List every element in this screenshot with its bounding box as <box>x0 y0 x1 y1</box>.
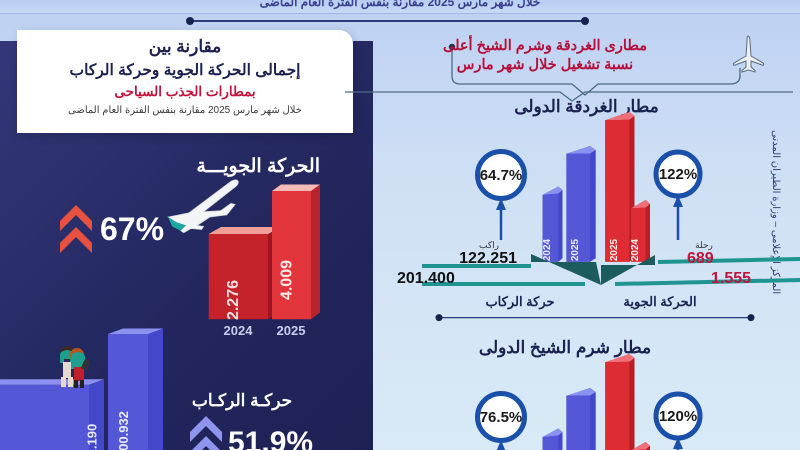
svg-text:689: 689 <box>687 250 714 267</box>
svg-text:2025: 2025 <box>277 323 306 338</box>
svg-text:122.251: 122.251 <box>459 250 517 267</box>
svg-text:2024: 2024 <box>630 238 641 261</box>
svg-text:الحركة الجوية: الحركة الجوية <box>623 294 696 310</box>
svg-text:67%: 67% <box>100 211 164 247</box>
svg-text:1.900.932: 1.900.932 <box>116 411 131 450</box>
svg-text:122%: 122% <box>659 166 697 183</box>
svg-text:الحركة الجويـــة: الحركة الجويـــة <box>196 156 320 177</box>
svg-text:حركة الركاب: حركة الركاب <box>485 294 554 310</box>
svg-text:حركـة الركـاب: حركـة الركـاب <box>192 391 292 411</box>
svg-text:2.276: 2.276 <box>225 280 242 320</box>
svg-text:مطار شرم الشيخ الدولى: مطار شرم الشيخ الدولى <box>479 338 651 358</box>
svg-text:1.555: 1.555 <box>711 270 751 287</box>
svg-text:2025: 2025 <box>609 238 620 261</box>
svg-text:51.9%: 51.9% <box>228 426 313 450</box>
svg-text:64.7%: 64.7% <box>480 167 523 184</box>
svg-text:4.009: 4.009 <box>279 260 296 300</box>
svg-text:201.400: 201.400 <box>397 270 455 287</box>
svg-text:2024: 2024 <box>542 238 553 261</box>
svg-text:120%: 120% <box>659 408 697 425</box>
svg-text:1.190: 1.190 <box>85 424 100 450</box>
svg-text:76.5%: 76.5% <box>480 409 523 426</box>
svg-text:2024: 2024 <box>224 323 254 338</box>
svg-text:2025: 2025 <box>570 238 581 261</box>
